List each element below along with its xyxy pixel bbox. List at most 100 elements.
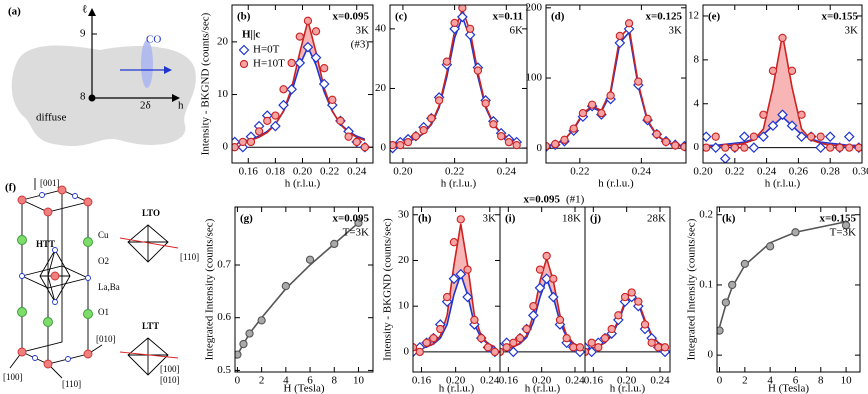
- panel-label: (h): [418, 213, 432, 225]
- lto-tilt: [119, 237, 179, 249]
- point: [620, 292, 630, 302]
- y-tick-label: 4: [694, 97, 700, 109]
- point: [652, 130, 661, 139]
- cu-atoms: [17, 185, 93, 369]
- point: [643, 114, 652, 123]
- point: [490, 347, 500, 357]
- point: [239, 339, 248, 349]
- x-tick-label: 0.24: [632, 166, 652, 178]
- point: [232, 143, 239, 152]
- x-axis-label: h (r.l.u.): [439, 383, 475, 394]
- co-label: CO: [146, 34, 161, 46]
- x-tick-label: 0.16: [499, 375, 519, 387]
- point: [560, 135, 569, 144]
- fit-line: [392, 14, 517, 146]
- point: [587, 338, 596, 347]
- point: [634, 297, 643, 306]
- point: [768, 66, 778, 75]
- arrow-head: [172, 94, 180, 102]
- x-tick-label: 0.16: [412, 375, 432, 387]
- point: [470, 315, 479, 325]
- point: [238, 137, 247, 147]
- point: [740, 143, 749, 152]
- point: [597, 108, 606, 118]
- x-tick-label: 0: [235, 375, 241, 387]
- phase-label: HTT: [36, 239, 55, 249]
- x-axis-label: h (r.l.u.): [525, 383, 561, 394]
- axis-label: [110]: [62, 379, 81, 389]
- point: [824, 131, 836, 143]
- point: [796, 131, 807, 143]
- panel-label: (b): [237, 11, 251, 23]
- axis-label: [100]: [3, 372, 23, 382]
- point: [442, 57, 452, 66]
- note: 18K: [562, 213, 581, 225]
- panel-label: (d): [551, 11, 565, 23]
- point: [787, 66, 797, 75]
- panel: 0.16 0.18 0.20 0.22 0.24 0 10 20 (b) x=0.095 3K (#3…: [200, 4, 374, 190]
- point: [767, 120, 779, 132]
- point: [728, 280, 737, 290]
- point: [462, 291, 473, 303]
- point: [703, 143, 711, 152]
- y-tick-label: 0: [537, 142, 543, 154]
- point: [270, 120, 281, 132]
- x-tick-label: 0.26: [789, 166, 809, 178]
- y-tick-label: 0: [404, 345, 410, 357]
- x-tick-label: 0.20: [532, 375, 552, 387]
- plot-area: [390, 5, 523, 154]
- y-axis-label: Integrated Intensity (counts/sec): [686, 218, 698, 360]
- panel: 0.16 0.20 0.24 (j) 28K h (r.l.u.): [584, 206, 671, 394]
- lto-octahedron: [127, 224, 169, 263]
- tick-label: 8: [80, 91, 86, 103]
- point: [458, 5, 467, 13]
- point: [509, 338, 518, 347]
- y-tick-label: 0: [381, 142, 387, 154]
- point: [436, 324, 445, 334]
- point: [588, 100, 597, 109]
- point: [614, 37, 626, 49]
- x-tick-label: 4: [283, 375, 289, 387]
- panel: 0 2 4 6 8 10 0 0.1 0.2 (k) x=0.155 T=3K H (Tesla) Int…: [686, 206, 861, 394]
- panel: 0.20 0.22 0.24 0 20 40 (c) x=0.11 6K h (r.l.u.): [375, 4, 528, 190]
- point: [286, 83, 298, 95]
- y-tick-label: 10: [398, 300, 410, 312]
- y-axis-label: Intensity - BKGND (counts/sec): [200, 12, 212, 155]
- axis-label: [010]: [96, 334, 116, 344]
- point: [422, 338, 431, 347]
- panel-label: (c): [395, 11, 408, 23]
- x-tick-label: 6: [307, 375, 313, 387]
- x-tick-label: 10: [841, 375, 853, 387]
- x-tick-label: 2: [742, 375, 748, 387]
- point: [569, 124, 578, 133]
- point: [624, 19, 634, 28]
- x-axis-label: h (r.l.u.): [441, 178, 477, 190]
- point: [330, 239, 339, 249]
- composition: x=0.095: [332, 11, 369, 23]
- point: [483, 343, 493, 352]
- point: [575, 343, 585, 352]
- point: [328, 95, 337, 104]
- point: [413, 343, 418, 352]
- panel: 0 2 4 6 8 10 0.5 0.6 0.7 (g) x=0.095 T=3K H (Tesla) I…: [204, 206, 374, 394]
- point: [719, 153, 731, 163]
- point: [352, 137, 361, 147]
- plot-area: [235, 218, 363, 359]
- point: [245, 329, 254, 338]
- point: [515, 334, 525, 343]
- composition: x=0.155: [819, 213, 856, 225]
- point: [354, 218, 363, 227]
- atom-label: La,Ba: [98, 282, 120, 292]
- point: [660, 343, 670, 352]
- x-tick-label: 0.24: [480, 375, 500, 387]
- point: [627, 288, 636, 297]
- x-tick-label: 0.22: [725, 166, 744, 178]
- point: [555, 315, 565, 325]
- x-tick-label: 0.22: [320, 166, 339, 178]
- point: [303, 16, 313, 25]
- atom-label: O1: [98, 307, 109, 317]
- plot-frame: [234, 206, 374, 373]
- y-tick-label: 20: [375, 82, 387, 94]
- fit-line: [234, 20, 366, 145]
